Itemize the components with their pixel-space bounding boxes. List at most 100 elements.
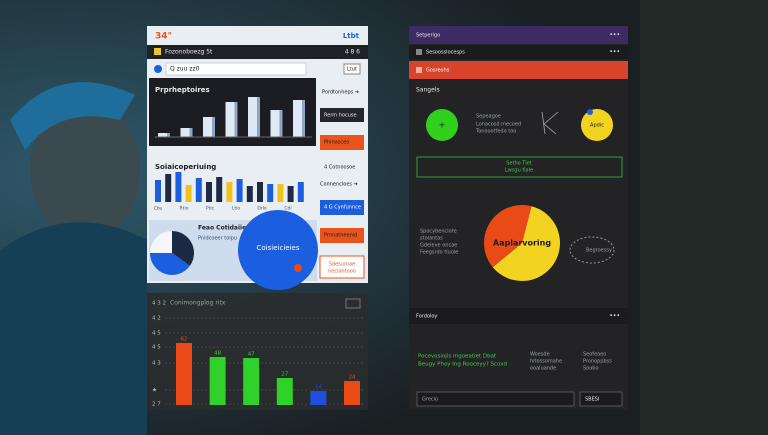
- bar: [276, 378, 293, 405]
- chart-title: Prprheptoires: [155, 86, 210, 94]
- value-label: 48: [214, 351, 221, 357]
- person-head: [30, 100, 140, 240]
- column-text: Soobo: [583, 366, 599, 372]
- search-box[interactable]: [165, 62, 307, 76]
- bar: [236, 179, 243, 202]
- pie-note: stoiantas: [420, 236, 443, 242]
- input[interactable]: [416, 391, 575, 407]
- panel-title: Conimongplog ritx: [170, 300, 226, 307]
- footer-title: Fordoloy: [416, 314, 437, 320]
- background: [640, 0, 768, 435]
- menu[interactable]: •••: [609, 49, 620, 56]
- dot: [294, 264, 302, 272]
- side-button[interactable]: [320, 135, 364, 150]
- orange-bar: [409, 61, 628, 79]
- search-text: Q zuu zz0: [170, 66, 200, 73]
- side-button-label: Sdesurnae: [329, 262, 355, 268]
- bar: [155, 180, 161, 202]
- search-button-label: Ltut: [347, 67, 357, 73]
- panel-a: 34° Ltbt Fozonoboezg 5t 4 8 6 Q zuu zz0 …: [147, 26, 368, 290]
- green-box: [416, 156, 623, 178]
- button[interactable]: [579, 391, 623, 407]
- bar: [344, 381, 360, 405]
- x-tick-label: Ptic: [206, 206, 215, 212]
- pie-note: Gdeieve oncae: [420, 243, 457, 249]
- bar-shade: [167, 133, 170, 137]
- pie-slice: [484, 205, 532, 268]
- bar: [209, 357, 226, 405]
- side-button[interactable]: Pordtonheps ➔: [322, 90, 359, 96]
- column-text: Pronoppbss: [583, 359, 612, 365]
- pie-note: Spocybenclote: [420, 229, 457, 235]
- bar: [246, 186, 253, 202]
- pie-note: Feegsrdo tluole: [420, 250, 458, 256]
- bar-shade: [257, 97, 260, 137]
- chart-title: Soiaicoperiuing: [155, 163, 216, 171]
- column-text: hitossomahe: [530, 359, 562, 365]
- value-label: 14: [315, 385, 322, 391]
- bar: [267, 184, 274, 202]
- row: [409, 45, 628, 59]
- side-button-label: Phinasceo: [324, 140, 349, 146]
- bar: [248, 97, 257, 137]
- bar-shade: [302, 100, 305, 137]
- column-text: Woesde: [530, 352, 550, 358]
- bar: [226, 182, 233, 202]
- bar: [297, 182, 304, 202]
- button-label: SBESI: [585, 397, 599, 403]
- side-button-label: Rerm hocuse: [324, 113, 357, 119]
- box-text: Lwsgu flale: [505, 168, 533, 174]
- toolbar-title: Fozonoboezg 5t: [165, 49, 213, 56]
- side-button[interactable]: [319, 255, 365, 279]
- side-button[interactable]: 4 Cotnoosoe: [324, 165, 355, 171]
- person-body: [0, 222, 147, 435]
- side-button[interactable]: [320, 108, 364, 122]
- green-circle: [426, 109, 458, 141]
- green-circle-label: +: [439, 121, 446, 130]
- header-left: 34°: [155, 32, 172, 42]
- menu[interactable]: •••: [609, 32, 620, 39]
- pie-title: Feao Cotidaiie: [198, 225, 246, 232]
- row-title: Sesoosslocesps: [426, 50, 465, 56]
- circle-label: Coisieicieies: [257, 244, 300, 252]
- value-label: 62: [181, 337, 188, 343]
- x-tick-label: Ltio: [232, 206, 241, 212]
- header-title: Setperigo: [416, 33, 440, 39]
- pie-subtitle: Pnidcoeer tolpu: [198, 236, 237, 242]
- bar: [243, 358, 260, 405]
- search-button[interactable]: [343, 63, 361, 75]
- bar: [180, 128, 190, 137]
- menu[interactable]: •••: [609, 313, 620, 320]
- pie-slice: [492, 206, 560, 281]
- bar: [176, 343, 192, 405]
- bar: [165, 174, 172, 202]
- row-label: 4 2: [152, 316, 161, 322]
- green-text: Pocevosiojis mgoeatiet Dbat: [418, 354, 497, 360]
- pie-label: Aaplarvoring: [493, 239, 551, 248]
- icon: [154, 48, 161, 55]
- bar-shade: [279, 110, 283, 137]
- bar: [185, 185, 192, 202]
- green-text: Beugy Phoy Ing Rooceyy? Scoxd: [418, 362, 507, 368]
- side-button[interactable]: [320, 228, 364, 243]
- bar: [206, 182, 212, 202]
- side-button[interactable]: Connencloes ➔: [320, 182, 358, 188]
- note: Tonoootfedo too: [475, 129, 516, 135]
- dashed-label: Begroessy: [586, 248, 612, 254]
- bar-shade: [189, 128, 193, 137]
- bar: [158, 133, 167, 137]
- value-label: 47: [248, 352, 255, 358]
- menu-icon[interactable]: [345, 298, 361, 309]
- bar: [195, 178, 202, 202]
- x-tick-label: Drlo: [257, 206, 267, 212]
- side-button[interactable]: [320, 200, 364, 215]
- pie-slice: [150, 253, 190, 276]
- footer-bar: [409, 308, 628, 324]
- yellow-circle-label: Apdic: [590, 123, 604, 129]
- bar: [277, 184, 284, 202]
- icon: [416, 67, 422, 73]
- toolbar-right: 4 8 6: [345, 49, 360, 56]
- box-text: Setho Tlet: [506, 161, 532, 167]
- bar: [287, 186, 294, 202]
